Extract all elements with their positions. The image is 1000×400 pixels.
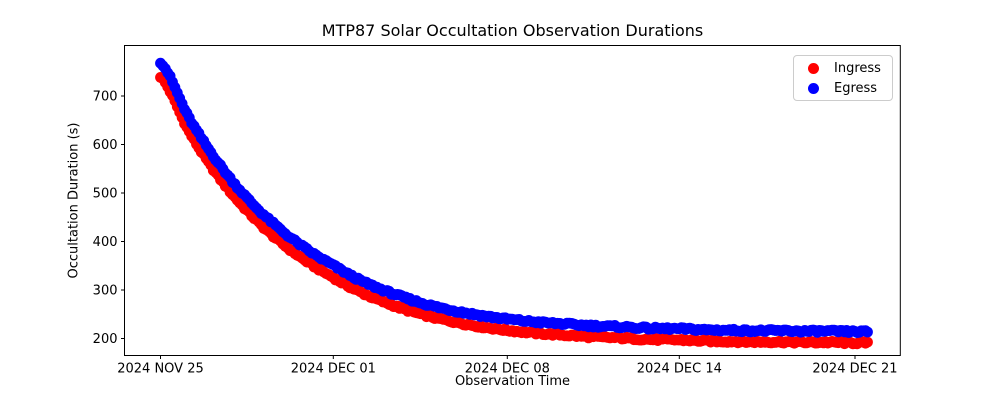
x-tick-label: 2024 DEC 21 — [812, 362, 897, 377]
x-axis-label: Observation Time — [454, 374, 571, 389]
egress-points — [155, 57, 873, 338]
ingress-points — [155, 72, 873, 350]
egress-marker-icon — [808, 82, 819, 94]
y-tick-label: 300 — [93, 284, 118, 299]
scatter-point — [862, 336, 873, 348]
legend-label-ingress: Ingress — [834, 60, 881, 76]
legend-item-egress: Egress — [794, 82, 892, 95]
y-tick-label: 400 — [93, 235, 118, 250]
y-tick-label: 600 — [93, 138, 118, 153]
ingress-marker-icon — [808, 62, 819, 74]
y-tick-label: 700 — [93, 90, 118, 105]
x-tick-label: 2024 DEC 01 — [291, 362, 376, 377]
legend-label-egress: Egress — [834, 80, 878, 96]
legend-item-ingress: Ingress — [794, 62, 892, 75]
y-axis-label: Occultation Duration (s) — [66, 122, 82, 279]
axes-frame — [124, 45, 901, 356]
chart-title: MTP87 Solar Occultation Observation Dura… — [321, 21, 704, 40]
x-tick-label: 2024 DEC 08 — [465, 362, 550, 377]
scatter-point — [862, 326, 873, 338]
y-tick-label: 200 — [93, 332, 118, 347]
x-tick-label: 2024 DEC 14 — [637, 362, 722, 377]
y-tick-label: 500 — [93, 187, 118, 202]
legend: Ingress Egress — [793, 55, 893, 101]
x-tick-label: 2024 NOV 25 — [117, 362, 204, 377]
